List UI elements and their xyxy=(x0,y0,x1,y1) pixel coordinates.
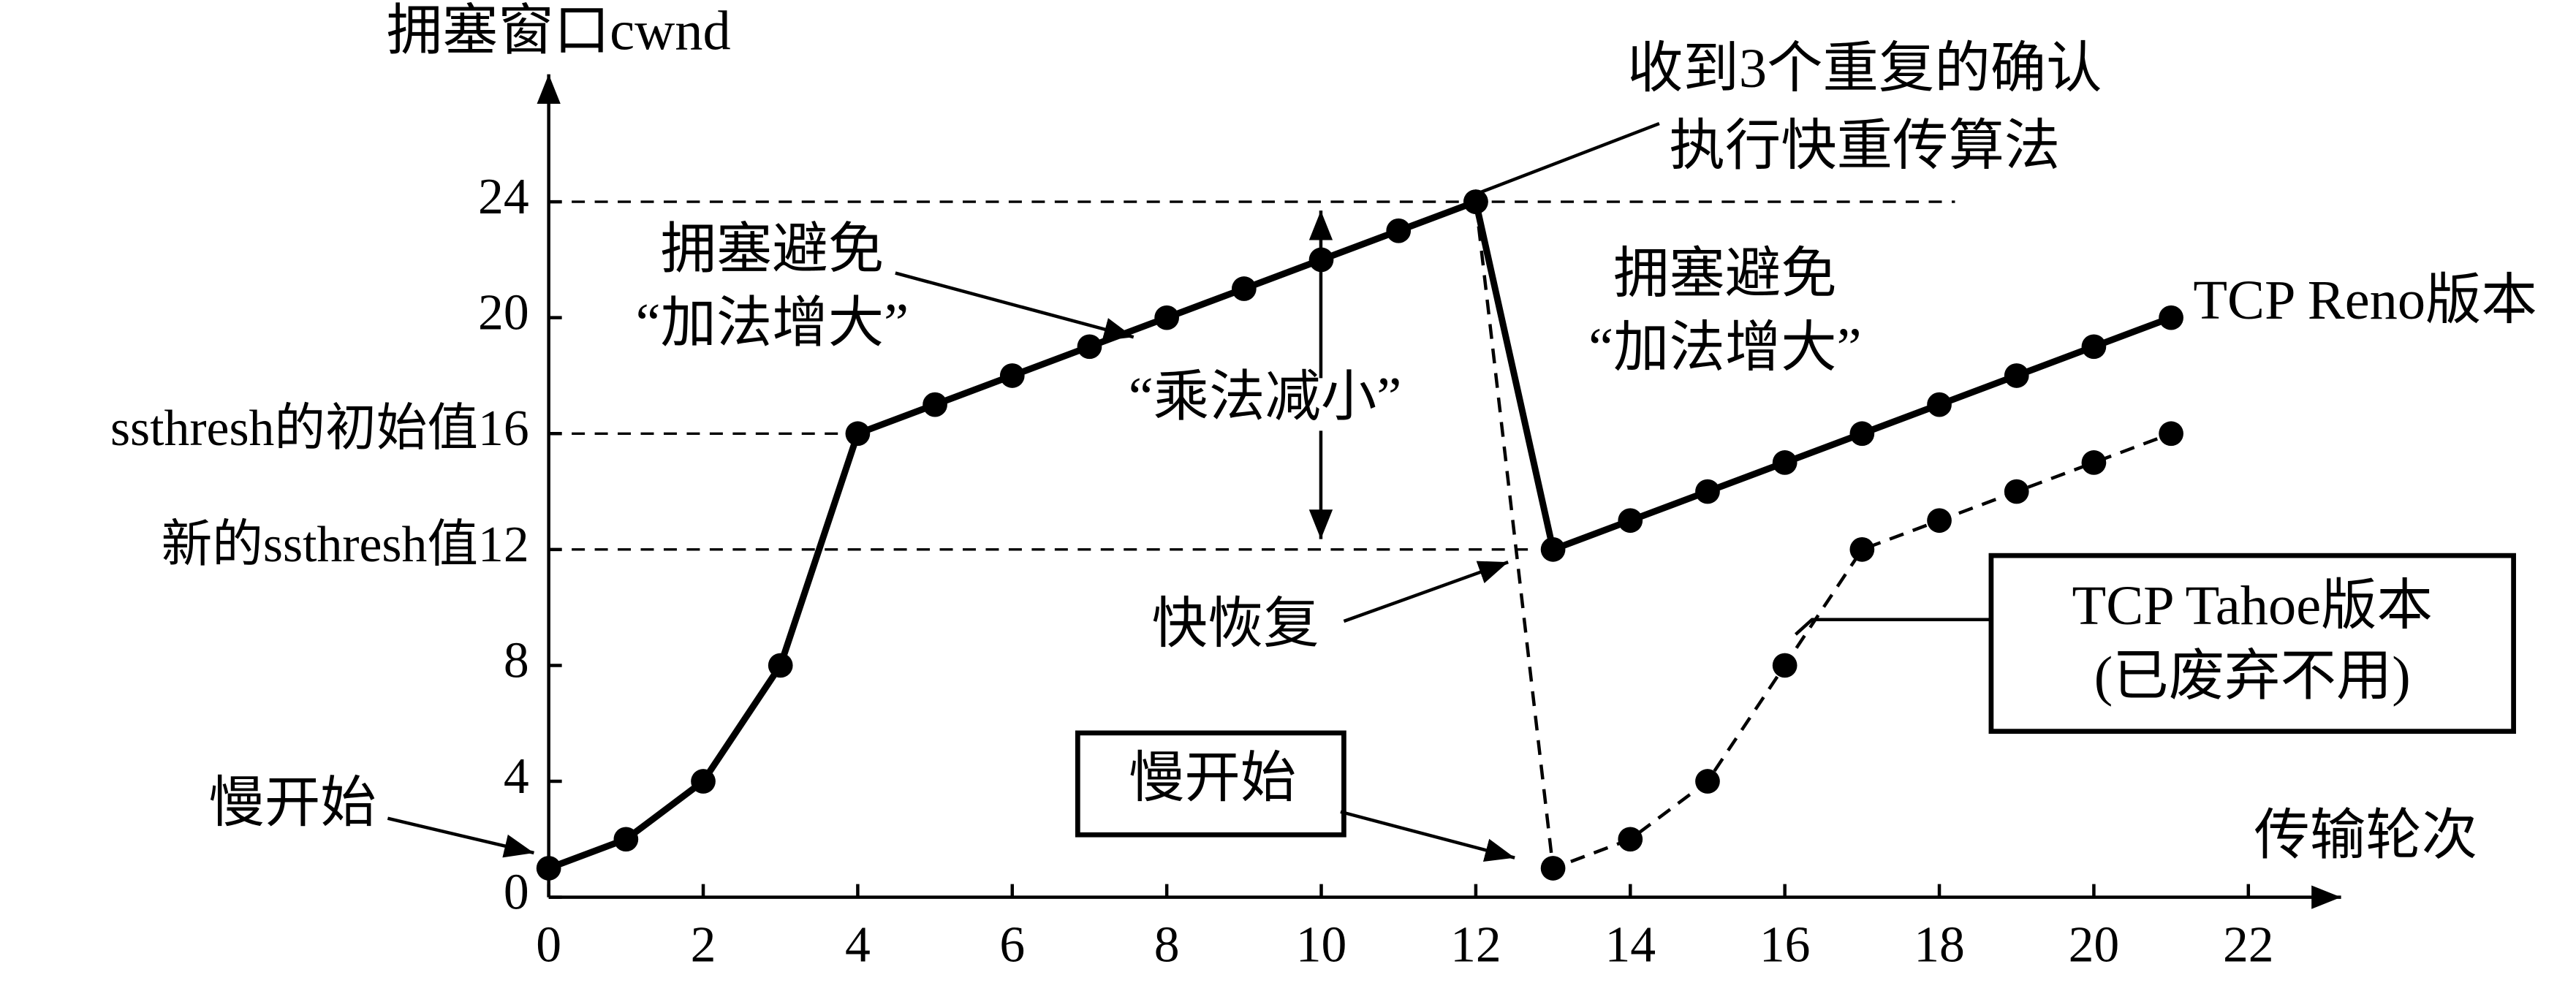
data-point xyxy=(536,856,561,881)
annotation: 收到3个重复的确认 xyxy=(1627,37,2102,99)
x-tick-label: 18 xyxy=(1914,917,1965,973)
y-axis-label: 拥塞窗口cwnd xyxy=(387,0,731,61)
pointer xyxy=(1794,618,1991,636)
box xyxy=(1075,730,1346,838)
data-point xyxy=(1540,537,1566,562)
box xyxy=(1988,553,2516,734)
x-tick-label: 0 xyxy=(536,917,561,973)
pointer xyxy=(1343,561,1509,623)
annotation: 快恢复 xyxy=(1151,593,1319,655)
series-line xyxy=(548,197,2172,872)
annotation: 慢开始 xyxy=(208,772,376,834)
y-tick-label: ssthresh的初始值16 xyxy=(110,401,529,457)
data-point xyxy=(1927,392,1952,417)
data-point xyxy=(923,392,947,417)
data-point xyxy=(1618,827,1643,852)
annotation: 慢开始 xyxy=(1129,747,1296,809)
data-point xyxy=(1386,218,1412,243)
data-point xyxy=(2004,479,2029,504)
data-point xyxy=(1695,769,1720,794)
data-point xyxy=(768,653,793,678)
annotation: 拥塞避免 xyxy=(660,218,884,280)
x-tick-label: 22 xyxy=(2223,917,2274,973)
y-tick-label: 4 xyxy=(504,748,529,805)
data-point xyxy=(1077,334,1102,360)
data-point xyxy=(1231,276,1257,301)
data-point xyxy=(613,827,639,852)
x-tick-label: 2 xyxy=(691,917,716,973)
annotation: “加法增大” xyxy=(636,292,909,354)
pointer xyxy=(1466,121,1660,200)
data-point xyxy=(2159,305,2183,330)
x-tick-label: 20 xyxy=(2069,917,2120,973)
series-label: TCP Tahoe版本 xyxy=(2072,574,2433,637)
data-point xyxy=(1849,421,1875,447)
data-point xyxy=(1927,508,1952,534)
y-tick-label: 0 xyxy=(504,865,529,921)
data-point xyxy=(1154,305,1180,330)
annotation: “加法增大” xyxy=(1588,316,1861,379)
annotation: 执行快重传算法 xyxy=(1669,115,2060,177)
data-point xyxy=(2159,421,2183,447)
x-tick-label: 8 xyxy=(1154,917,1180,973)
data-point xyxy=(1772,450,1797,475)
annotation: (已废弃不用) xyxy=(2094,645,2411,707)
y-tick-label: 24 xyxy=(478,169,529,225)
data-point xyxy=(1772,653,1797,678)
data-point xyxy=(1463,189,1488,214)
y-tick-label: 20 xyxy=(478,285,529,341)
annotation: “乘法减小” xyxy=(1129,366,1401,428)
data-point xyxy=(1618,508,1643,534)
x-tick-label: 10 xyxy=(1296,917,1347,973)
data-point xyxy=(691,769,716,794)
data-point xyxy=(999,363,1025,388)
data-point xyxy=(845,421,871,447)
data-point xyxy=(2081,450,2107,475)
data-point xyxy=(1849,537,1875,562)
data-point xyxy=(1308,247,1334,273)
x-tick-label: 14 xyxy=(1605,917,1656,973)
series-line xyxy=(1474,201,2172,871)
pointer xyxy=(387,816,534,858)
x-axis-label: 传输轮次 xyxy=(2254,805,2478,867)
y-tick-label: 8 xyxy=(504,632,529,688)
pointer xyxy=(1340,810,1515,862)
series-label: TCP Reno版本 xyxy=(2193,269,2537,331)
x-tick-label: 16 xyxy=(1759,917,1811,973)
y-tick-label: 新的ssthresh值12 xyxy=(162,517,529,573)
data-point xyxy=(2004,363,2029,388)
pointer xyxy=(895,271,1134,341)
data-point xyxy=(1540,856,1566,881)
x-tick-label: 6 xyxy=(999,917,1025,973)
data-point xyxy=(1695,479,1720,504)
x-tick-label: 4 xyxy=(845,917,871,973)
annotation: 拥塞避免 xyxy=(1613,243,1837,305)
x-tick-label: 12 xyxy=(1450,917,1501,973)
data-point xyxy=(2081,334,2107,360)
